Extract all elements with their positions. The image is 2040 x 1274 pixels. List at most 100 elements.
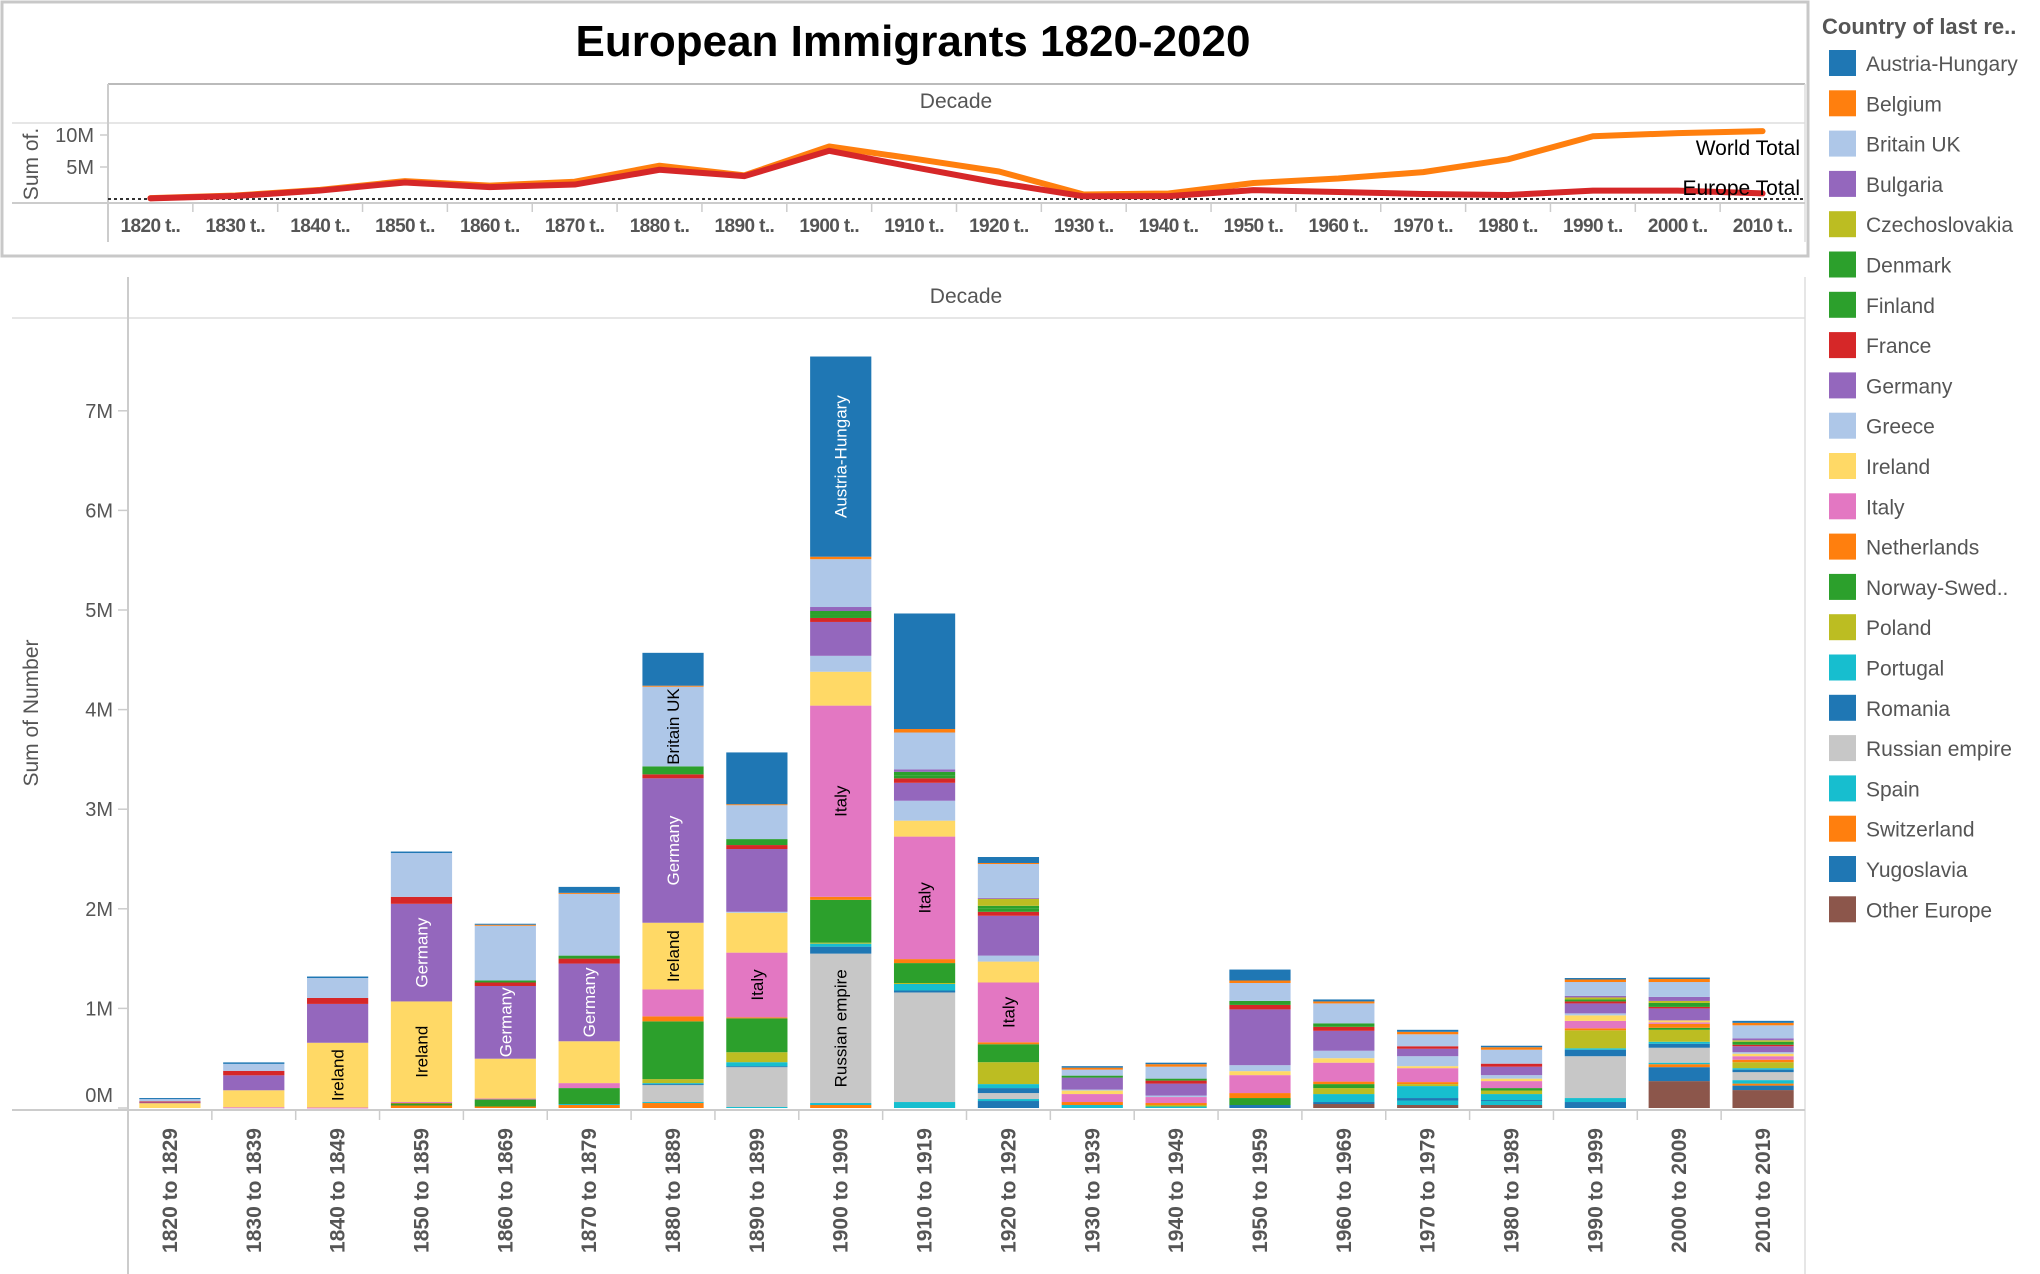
bar-segment-italy[interactable] <box>1397 1068 1459 1083</box>
bar-segment-austria-hungary[interactable] <box>1397 1029 1459 1032</box>
bar-segment-portugal[interactable] <box>1397 1086 1459 1099</box>
bar-segment-norway-swed-[interactable] <box>726 1018 788 1053</box>
bar-segment-greece[interactable] <box>1732 1052 1794 1054</box>
bar-segment-greece[interactable] <box>1313 1050 1375 1059</box>
bar-segment-czechoslovakia[interactable] <box>1564 997 1626 1000</box>
bar-segment-germany[interactable] <box>1397 1048 1459 1057</box>
bar-segment-spain[interactable] <box>977 1099 1040 1102</box>
bar-segment-ireland[interactable] <box>558 1041 620 1084</box>
bar-segment-austria-hungary[interactable] <box>139 1098 201 1100</box>
bar-segment-britain-uk[interactable] <box>390 853 453 897</box>
bar-segment-britain-uk[interactable] <box>1648 982 1710 997</box>
bar-segment-belgium[interactable] <box>642 685 704 687</box>
bar-segment-norway-swed-[interactable] <box>390 1103 453 1106</box>
bar-segment-italy[interactable] <box>307 1107 369 1109</box>
bar-segment-germany[interactable] <box>223 1075 285 1091</box>
bar-segment-austria-hungary[interactable] <box>390 851 453 854</box>
bar-segment-austria-hungary[interactable] <box>1145 1062 1207 1065</box>
bar-segment-ireland[interactable] <box>307 1042 369 1108</box>
bar-segment-italy[interactable] <box>474 1098 536 1100</box>
bar-segment-germany[interactable] <box>1648 1008 1710 1021</box>
bar-segment-britain-uk[interactable] <box>1480 1049 1543 1064</box>
bar-segment-greece[interactable] <box>1397 1056 1459 1067</box>
bar-segment-yugoslavia[interactable] <box>1648 1067 1710 1082</box>
bar-segment-ireland[interactable] <box>1648 1020 1710 1023</box>
bar-segment-netherlands[interactable] <box>810 896 872 900</box>
bar-segment-bulgaria[interactable] <box>1732 1038 1794 1041</box>
bar-segment-germany[interactable] <box>1732 1046 1794 1053</box>
bar-1870-to-1879[interactable]: Germany <box>558 886 620 1108</box>
bar-segment-denmark[interactable] <box>1145 1078 1207 1081</box>
bar-segment-austria-hungary[interactable] <box>1732 1020 1794 1023</box>
bar-segment-czechoslovakia[interactable] <box>1732 1040 1794 1042</box>
bar-1920-to-1929[interactable]: Italy <box>977 857 1040 1108</box>
bar-segment-netherlands[interactable] <box>1145 1103 1207 1106</box>
bar-segment-norway-swed-[interactable] <box>642 1021 704 1080</box>
bar-segment-netherlands[interactable] <box>1732 1059 1794 1063</box>
bar-segment-netherlands[interactable] <box>977 1042 1040 1045</box>
bar-segment-norway-swed-[interactable] <box>977 1044 1040 1063</box>
bar-segment-denmark[interactable] <box>1732 1041 1794 1045</box>
bar-segment-austria-hungary[interactable] <box>977 857 1040 863</box>
bar-segment-austria-hungary[interactable] <box>1648 977 1710 980</box>
bar-segment-belgium[interactable] <box>1564 979 1626 983</box>
legend-item-romania[interactable]: Romania <box>1829 694 1950 721</box>
bar-segment-italy[interactable] <box>1564 1020 1626 1029</box>
bar-segment-italy[interactable] <box>390 1102 453 1104</box>
legend-item-greece[interactable]: Greece <box>1829 412 1935 439</box>
bar-segment-france[interactable] <box>977 911 1040 916</box>
bar-segment-austria-hungary[interactable] <box>223 1062 285 1064</box>
bar-segment-britain-uk[interactable] <box>558 893 620 956</box>
bar-segment-italy[interactable] <box>893 836 956 960</box>
bar-1840-to-1849[interactable]: Ireland <box>307 976 369 1109</box>
bar-segment-spain[interactable] <box>1648 1062 1710 1065</box>
bar-segment-romania[interactable] <box>977 1088 1040 1094</box>
bar-segment-france[interactable] <box>390 896 453 904</box>
bar-segment-switzerland[interactable] <box>558 1105 620 1108</box>
bar-segment-netherlands[interactable] <box>1648 1023 1710 1028</box>
bar-segment-germany[interactable] <box>642 778 704 923</box>
bar-segment-romania[interactable] <box>1648 1043 1710 1048</box>
bar-segment-norway-swed-[interactable] <box>893 963 956 984</box>
bar-segment-italy[interactable] <box>1732 1056 1794 1060</box>
bar-segment-france[interactable] <box>558 958 620 964</box>
bar-segment-portugal[interactable] <box>1061 1105 1123 1108</box>
bar-segment-austria-hungary[interactable] <box>810 356 872 557</box>
legend-item-spain[interactable]: Spain <box>1829 775 1920 802</box>
bar-segment-britain-uk[interactable] <box>1313 1003 1375 1024</box>
bar-segment-switzerland[interactable] <box>1648 1064 1710 1068</box>
bar-segment-belgium[interactable] <box>810 556 872 560</box>
bar-segment-greece[interactable] <box>810 655 872 672</box>
bar-segment-denmark[interactable] <box>810 610 872 615</box>
bar-segment-britain-uk[interactable] <box>474 925 536 981</box>
bar-1910-to-1919[interactable]: Italy <box>893 613 956 1108</box>
bar-segment-italy[interactable] <box>1229 1075 1291 1094</box>
bar-1950-to-1959[interactable] <box>1229 969 1291 1108</box>
bar-segment-ireland[interactable] <box>726 912 788 953</box>
bar-segment-other-europe[interactable] <box>1648 1081 1710 1108</box>
bar-segment-italy[interactable] <box>726 952 788 1018</box>
stacked-bar-chart[interactable]: Decade Sum of Number 0M 1M 2M 3M 4M 5M 6M 7M Ir… <box>12 277 1806 1274</box>
bar-segment-greece[interactable] <box>977 955 1040 962</box>
bar-segment-spain[interactable] <box>558 1104 620 1106</box>
bar-1960-to-1969[interactable] <box>1313 999 1375 1108</box>
bar-segment-poland[interactable] <box>977 1062 1040 1085</box>
bar-segment-france[interactable] <box>1732 1044 1794 1047</box>
bar-segment-portugal[interactable] <box>893 983 956 991</box>
bar-1970-to-1979[interactable] <box>1397 1029 1459 1108</box>
bar-segment-other-europe[interactable] <box>1732 1090 1794 1108</box>
bar-segment-denmark[interactable] <box>893 771 956 776</box>
bar-segment-belgium[interactable] <box>1397 1031 1459 1035</box>
bar-segment-austria-hungary[interactable] <box>1564 978 1626 980</box>
bar-segment-poland[interactable] <box>1145 1105 1207 1107</box>
legend-item-poland[interactable]: Poland <box>1829 614 1931 641</box>
bar-segment-yugoslavia[interactable] <box>1229 1105 1291 1108</box>
bar-segment-russian-empire[interactable] <box>1564 1056 1626 1099</box>
bar-segment-britain-uk[interactable] <box>1229 983 1291 1001</box>
bar-segment-greece[interactable] <box>893 800 956 821</box>
bar-segment-austria-hungary[interactable] <box>1480 1045 1543 1048</box>
europe-total-line[interactable] <box>147 147 1766 202</box>
bar-segment-yugoslavia[interactable] <box>1564 1102 1626 1108</box>
legend-item-italy[interactable]: Italy <box>1829 493 1905 520</box>
bar-segment-belgium[interactable] <box>1480 1047 1543 1050</box>
